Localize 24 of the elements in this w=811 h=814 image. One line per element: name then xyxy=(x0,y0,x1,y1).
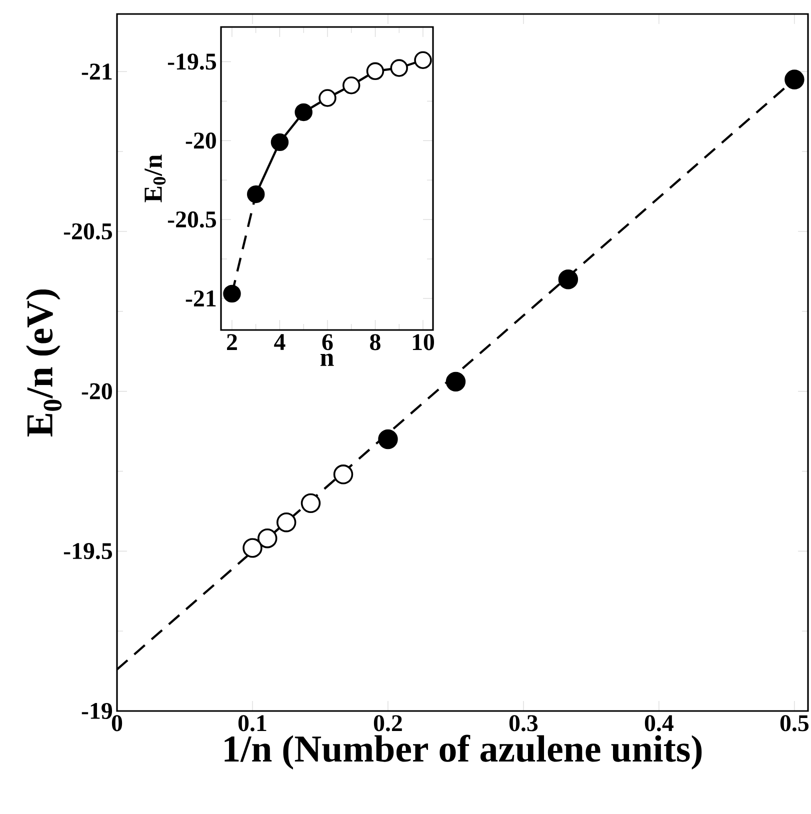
x-tick-label: 0.3 xyxy=(509,715,538,732)
y-tick-label: -19.5 xyxy=(168,54,216,70)
y-axis-title: E$_{0}$/n (eV) xyxy=(26,290,62,437)
y-tick-label: -20.5 xyxy=(168,211,216,228)
x-tick-label: 8 xyxy=(370,334,380,350)
x-tick-label: 0.4 xyxy=(644,715,674,732)
x-tick-label: 4 xyxy=(274,334,286,350)
x-tick-label: 6 xyxy=(322,334,333,350)
y-tick-label: -21 xyxy=(82,64,112,80)
x-tick-label: 10 xyxy=(412,334,434,350)
x-tick-label: 0.2 xyxy=(374,715,402,732)
x-axis-title: n xyxy=(320,354,334,366)
x-axis-title: 1/n (Number of azulene units) xyxy=(224,734,702,770)
y-tick-label: -19 xyxy=(82,702,112,720)
y-tick-label: -20 xyxy=(82,383,112,400)
y-tick-label: -19.5 xyxy=(64,543,112,560)
x-tick-label: 0.1 xyxy=(238,715,266,732)
x-tick-label: 2 xyxy=(227,334,237,350)
x-tick-label: 0 xyxy=(112,715,122,732)
y-tick-label: -20 xyxy=(186,132,216,149)
y-tick-label: -20.5 xyxy=(64,223,112,240)
y-axis-title: E$_{0}$/n xyxy=(144,154,166,202)
y-tick-label: -21 xyxy=(186,290,216,306)
x-tick-label: 0.5 xyxy=(780,715,809,732)
